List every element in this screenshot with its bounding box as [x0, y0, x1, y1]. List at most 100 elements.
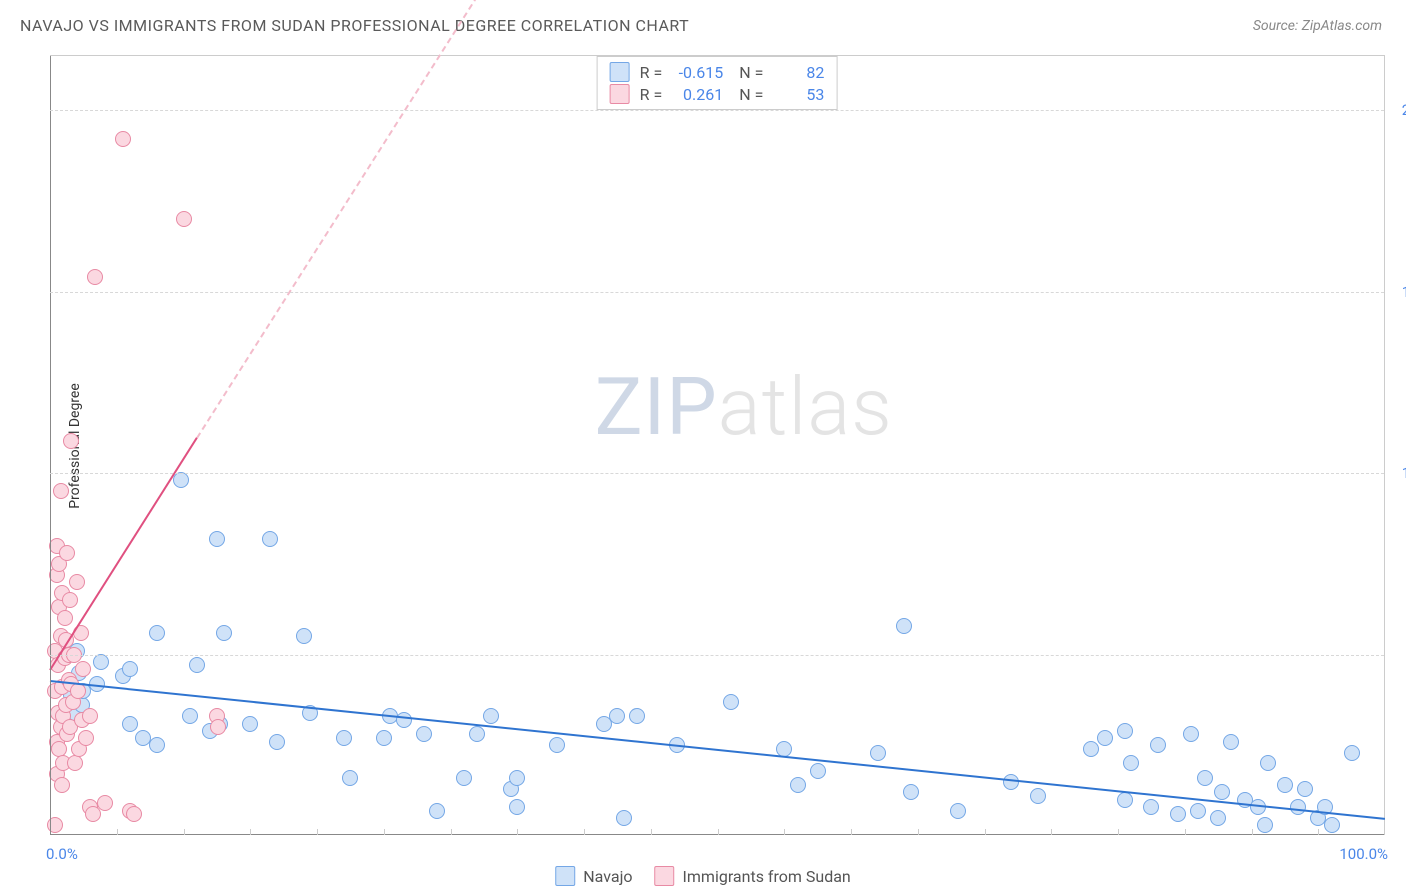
source-attribution: Source: ZipAtlas.com: [1253, 18, 1382, 34]
x-minor-tick: [784, 829, 785, 835]
gridline: [50, 110, 1384, 111]
data-point: [149, 737, 165, 753]
data-point: [210, 719, 226, 735]
y-tick-label: 10.0%: [1392, 464, 1406, 482]
data-point: [342, 770, 358, 786]
chart-plot-area: ZIPatlas R =-0.615 N =82 R =0.261 N =53 …: [50, 55, 1385, 835]
data-point: [67, 755, 83, 771]
data-point: [629, 708, 645, 724]
data-point: [1210, 810, 1226, 826]
data-point: [456, 770, 472, 786]
data-point: [242, 716, 258, 732]
data-point: [82, 708, 98, 724]
data-point: [182, 708, 198, 724]
data-point: [896, 618, 912, 634]
x-minor-tick: [918, 829, 919, 835]
data-point: [1030, 788, 1046, 804]
data-point: [1190, 803, 1206, 819]
data-point: [1197, 770, 1213, 786]
data-point: [57, 610, 73, 626]
data-point: [1223, 734, 1239, 750]
data-point: [1183, 726, 1199, 742]
y-tick-label: 5.0%: [1392, 646, 1406, 664]
data-point: [122, 716, 138, 732]
data-point: [336, 730, 352, 746]
data-point: [429, 803, 445, 819]
data-point: [870, 745, 886, 761]
legend-swatch-icon: [555, 866, 575, 886]
x-tick-min: 0.0%: [46, 845, 78, 863]
data-point: [269, 734, 285, 750]
gridline: [50, 473, 1384, 474]
correlation-legend: R =-0.615 N =82 R =0.261 N =53: [597, 56, 838, 110]
data-point: [51, 741, 67, 757]
data-point: [1214, 784, 1230, 800]
data-point: [78, 730, 94, 746]
data-point: [1257, 817, 1273, 833]
data-point: [209, 531, 225, 547]
data-point: [723, 694, 739, 710]
data-point: [126, 806, 142, 822]
data-point: [115, 131, 131, 147]
data-point: [1297, 781, 1313, 797]
x-minor-tick: [1185, 829, 1186, 835]
data-point: [216, 625, 232, 641]
data-point: [376, 730, 392, 746]
data-point: [509, 799, 525, 815]
x-minor-tick: [517, 829, 518, 835]
legend-swatch-navajo: [610, 62, 630, 82]
y-tick-label: 20.0%: [1392, 101, 1406, 119]
chart-title: NAVAJO VS IMMIGRANTS FROM SUDAN PROFESSI…: [20, 16, 689, 35]
data-point: [1117, 792, 1133, 808]
data-point: [75, 661, 91, 677]
data-point: [149, 625, 165, 641]
data-point: [483, 708, 499, 724]
data-point: [609, 708, 625, 724]
x-minor-tick: [317, 829, 318, 835]
legend-row-navajo: R =-0.615 N =82: [610, 61, 825, 83]
data-point: [189, 657, 205, 673]
data-point: [173, 472, 189, 488]
data-point: [87, 269, 103, 285]
data-point: [1123, 755, 1139, 771]
data-point: [416, 726, 432, 742]
x-minor-tick: [1118, 829, 1119, 835]
data-point: [790, 777, 806, 793]
y-axis-line: [50, 56, 51, 835]
data-point: [69, 574, 85, 590]
data-point: [1324, 817, 1340, 833]
data-point: [1290, 799, 1306, 815]
x-minor-tick: [250, 829, 251, 835]
gridline: [50, 292, 1384, 293]
data-point: [1260, 755, 1276, 771]
data-point: [1344, 745, 1360, 761]
x-minor-tick: [718, 829, 719, 835]
data-point: [1117, 723, 1133, 739]
x-minor-tick: [985, 829, 986, 835]
x-minor-tick: [651, 829, 652, 835]
data-point: [616, 810, 632, 826]
data-point: [1277, 777, 1293, 793]
x-minor-tick: [184, 829, 185, 835]
gridline: [50, 655, 1384, 656]
trend-line: [50, 680, 1385, 820]
legend-item-navajo: Navajo: [555, 866, 632, 886]
data-point: [93, 654, 109, 670]
x-minor-tick: [851, 829, 852, 835]
x-minor-tick: [1252, 829, 1253, 835]
trend-line: [196, 0, 531, 438]
x-minor-tick: [584, 829, 585, 835]
legend-swatch-icon: [655, 866, 675, 886]
data-point: [1143, 799, 1159, 815]
legend-item-sudan: Immigrants from Sudan: [655, 866, 851, 886]
legend-swatch-sudan: [610, 84, 630, 104]
y-tick-label: 15.0%: [1392, 283, 1406, 301]
legend-label: Navajo: [583, 867, 632, 886]
data-point: [469, 726, 485, 742]
x-tick-max: 100.0%: [1339, 845, 1388, 863]
x-minor-tick: [1051, 829, 1052, 835]
data-point: [97, 795, 113, 811]
data-point: [262, 531, 278, 547]
data-point: [62, 592, 78, 608]
data-point: [1170, 806, 1186, 822]
